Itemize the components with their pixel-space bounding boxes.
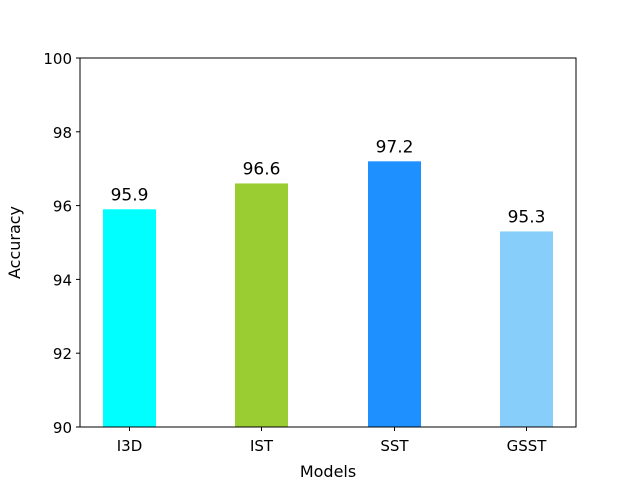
x-axis-ticks: I3D IST SST GSST: [117, 427, 548, 455]
bar-sst: [368, 161, 421, 427]
x-axis-label: Models: [300, 462, 356, 480]
x-tick-label: SST: [380, 437, 409, 455]
bars-layer: [103, 161, 553, 427]
bar-i3d: [103, 209, 156, 427]
y-tick-label: 94: [53, 271, 72, 289]
y-tick-label: 90: [53, 419, 72, 437]
bar-gsst: [500, 231, 553, 427]
y-tick-label: 100: [43, 50, 72, 68]
data-label-ist: 96.6: [243, 159, 281, 179]
x-tick-label: IST: [250, 437, 274, 455]
data-label-sst: 97.2: [376, 137, 414, 157]
data-label-gsst: 95.3: [508, 207, 546, 227]
y-axis-ticks: 90 92 94 96 98 100: [43, 50, 80, 437]
bar-ist: [235, 183, 288, 427]
x-tick-label: I3D: [117, 437, 143, 455]
data-labels-layer: 95.9 96.6 97.2 95.3: [111, 137, 546, 227]
y-tick-label: 96: [53, 198, 72, 216]
y-tick-label: 98: [53, 124, 72, 142]
plot-frame: [79, 57, 577, 428]
y-axis-label: Accuracy: [5, 206, 24, 279]
data-label-i3d: 95.9: [111, 185, 149, 205]
y-tick-label: 92: [53, 345, 72, 363]
x-tick-label: GSST: [507, 437, 548, 455]
